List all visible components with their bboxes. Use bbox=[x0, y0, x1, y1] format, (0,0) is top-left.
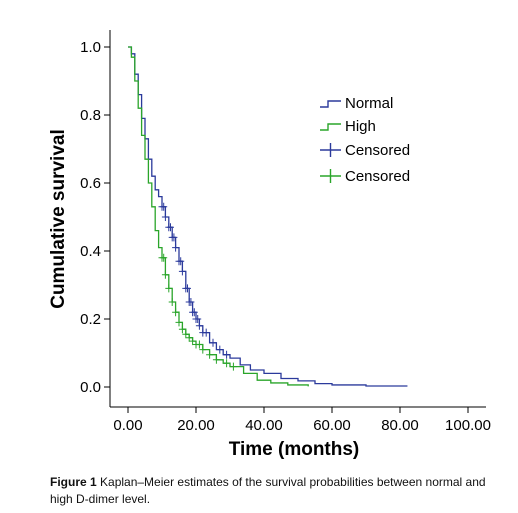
survival-curve-high bbox=[128, 46, 309, 387]
censor-mark-normal bbox=[161, 213, 169, 221]
x-axis-title: Time (months) bbox=[229, 439, 360, 460]
censor-mark-high bbox=[161, 270, 169, 279]
legend-label-censored-normal: Censored bbox=[345, 142, 410, 159]
censor-mark-normal bbox=[167, 223, 174, 232]
censor-mark-normal bbox=[202, 328, 210, 337]
censor-mark-high bbox=[185, 333, 193, 342]
x-tick-label: 100.00 bbox=[445, 417, 491, 434]
censor-mark-normal bbox=[190, 308, 198, 317]
legend-item-censored-normal: Censored bbox=[320, 142, 410, 159]
censor-mark-high bbox=[168, 298, 176, 306]
x-tick-label: 60.00 bbox=[313, 417, 351, 434]
censor-mark-normal bbox=[194, 315, 202, 323]
legend-step-icon-high bbox=[320, 123, 341, 131]
censor-mark-high bbox=[172, 308, 180, 317]
censor-mark-normal bbox=[177, 257, 185, 266]
censor-mark-normal bbox=[172, 243, 180, 252]
x-tick-label: 20.00 bbox=[177, 417, 215, 434]
legend-label-normal: Normal bbox=[345, 95, 393, 112]
censor-mark-normal bbox=[195, 321, 203, 330]
legend: Normal High Censored Censored bbox=[320, 95, 410, 185]
censor-mark-normal bbox=[223, 350, 231, 359]
legend-cross-icon-normal bbox=[320, 143, 341, 157]
censor-mark-normal bbox=[187, 298, 195, 306]
censor-mark-normal bbox=[184, 284, 191, 293]
censor-mark-high bbox=[165, 284, 173, 293]
censor-mark-high bbox=[199, 345, 207, 354]
censor-mark-high bbox=[223, 359, 231, 368]
y-tick-label: 0.6 bbox=[80, 175, 101, 192]
y-tick-label: 0.4 bbox=[80, 243, 101, 260]
x-tick-label: 40.00 bbox=[245, 417, 283, 434]
legend-item-normal: Normal bbox=[320, 95, 393, 112]
y-tick-label: 0.8 bbox=[80, 107, 101, 124]
figure-caption-label: Figure 1 bbox=[50, 475, 97, 489]
y-axis-ticks: 0.0 0.2 0.4 0.6 0.8 1.0 bbox=[80, 39, 110, 396]
censor-mark-normal bbox=[160, 202, 168, 211]
censor-mark-normal bbox=[170, 233, 178, 242]
censor-mark-normal bbox=[209, 338, 217, 347]
censor-mark-normal bbox=[178, 267, 186, 276]
censor-mark-high bbox=[195, 340, 203, 349]
legend-label-high: High bbox=[345, 118, 376, 135]
censor-mark-normal bbox=[216, 345, 224, 354]
legend-label-censored-high: Censored bbox=[345, 168, 410, 185]
censor-mark-high bbox=[212, 355, 220, 364]
legend-item-high: High bbox=[320, 118, 376, 135]
legend-item-censored-high: Censored bbox=[320, 168, 410, 185]
censor-mark-high bbox=[182, 330, 190, 339]
figure-caption-text: Kaplan–Meier estimates of the survival p… bbox=[50, 475, 486, 506]
legend-step-icon-normal bbox=[320, 100, 341, 108]
censor-mark-high bbox=[175, 318, 183, 327]
censor-mark-high bbox=[229, 362, 237, 371]
survival-curves bbox=[128, 46, 408, 387]
censor-mark-high bbox=[178, 325, 186, 334]
x-axis-ticks: 0.00 20.00 40.00 60.00 80.00 100.00 bbox=[113, 407, 491, 434]
censor-mark-high bbox=[206, 350, 214, 359]
censor-mark-high bbox=[160, 253, 168, 262]
x-tick-label: 80.00 bbox=[381, 417, 419, 434]
figure-caption: Figure 1 Kaplan–Meier estimates of the s… bbox=[50, 474, 510, 508]
y-axis-title: Cumulative survival bbox=[48, 129, 69, 309]
y-tick-label: 0.0 bbox=[80, 379, 101, 396]
censor-mark-high bbox=[189, 337, 197, 346]
x-tick-label: 0.00 bbox=[113, 417, 142, 434]
legend-cross-icon-high bbox=[320, 169, 341, 183]
y-tick-label: 0.2 bbox=[80, 311, 101, 328]
y-tick-label: 1.0 bbox=[80, 39, 101, 56]
